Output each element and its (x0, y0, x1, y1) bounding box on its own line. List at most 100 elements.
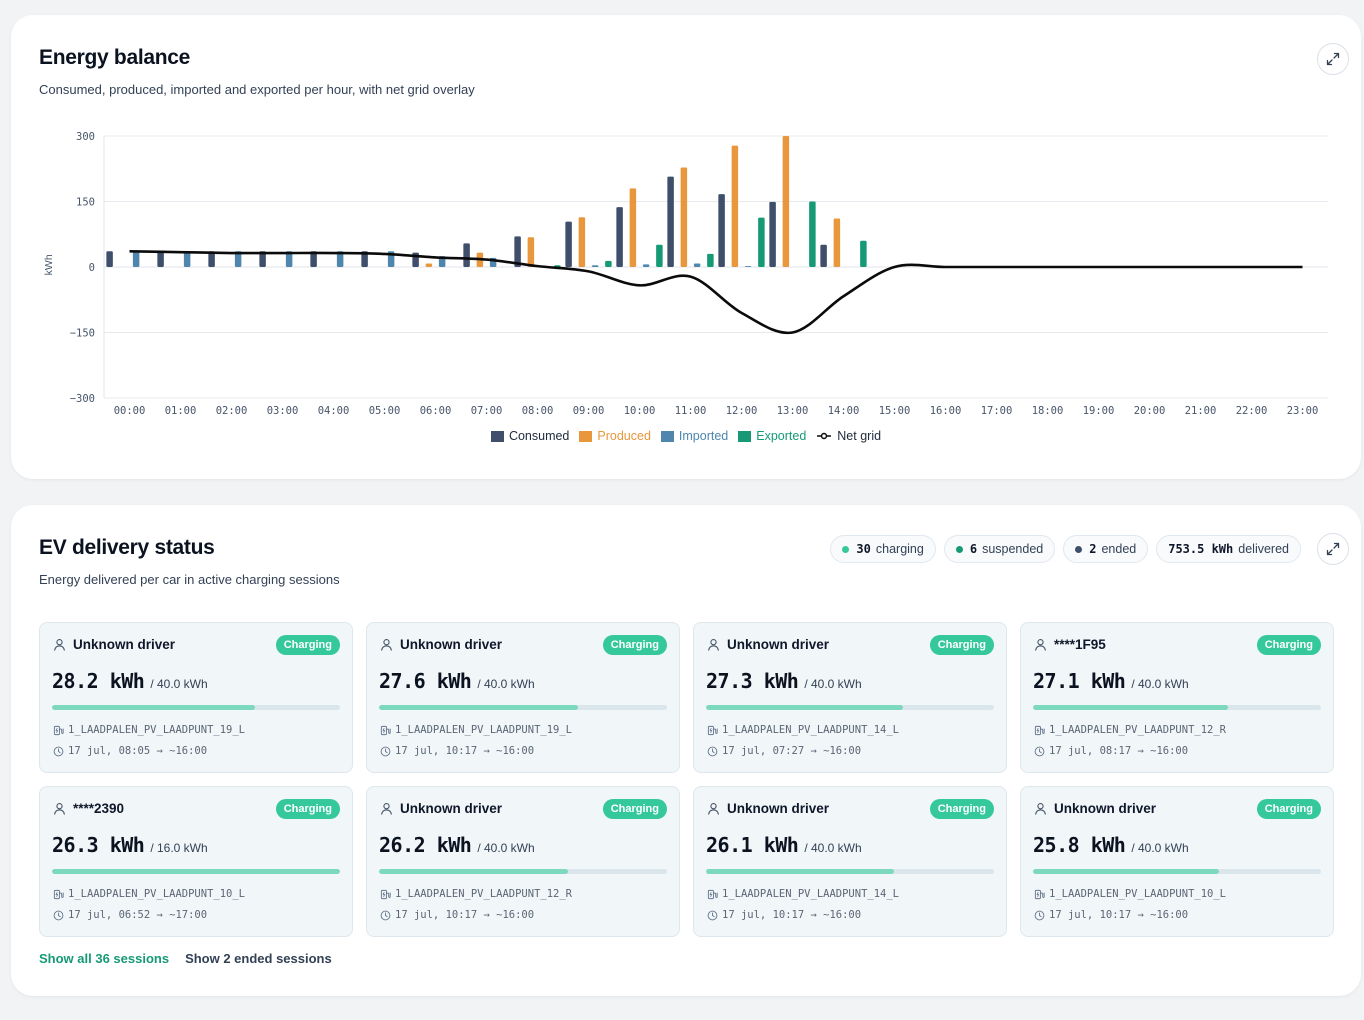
legend-item-imported[interactable]: Imported (660, 429, 728, 443)
session-time-text: 17 jul, 10:17 → ~16:00 (395, 909, 535, 921)
expand-icon (1326, 542, 1340, 556)
y-tick-label: 300 (76, 131, 95, 143)
charger-icon (1034, 889, 1045, 899)
charge-point: 1_LAADPALEN_PV_LAADPUNT_14_L (707, 724, 899, 736)
legend-item-exported[interactable]: Exported (738, 429, 806, 443)
net-grid-line (129, 249, 1303, 335)
bar-consumed (514, 236, 521, 267)
bar-produced (731, 145, 739, 267)
session-card-7[interactable]: Unknown driver Charging 26.1 kWh / 40.0 … (693, 786, 1007, 937)
progress-fill (379, 869, 568, 874)
session-card-6[interactable]: Unknown driver Charging 26.2 kWh / 40.0 … (366, 786, 680, 937)
driver-name: Unknown driver (400, 637, 503, 652)
charge-point: 1_LAADPALEN_PV_LAADPUNT_19_L (380, 724, 572, 736)
status-badge: Charging (275, 799, 340, 819)
charger-icon (707, 725, 718, 735)
legend-item-produced[interactable]: Produced (579, 429, 651, 443)
charge-point-id: 1_LAADPALEN_PV_LAADPUNT_19_L (395, 724, 573, 736)
session-energy: 26.2 kWh / 40.0 kWh (379, 833, 535, 857)
bar-consumed (310, 251, 317, 267)
chart-legend: Consumed Produced Imported Exported Net grid (11, 429, 1361, 443)
session-card-5[interactable]: ****2390 Charging 26.3 kWh / 16.0 kWh 1_… (39, 786, 353, 937)
status-badge: Charging (929, 635, 994, 655)
y-tick-label: −300 (70, 393, 95, 405)
driver-name: Unknown driver (73, 637, 176, 652)
session-time-text: 17 jul, 08:17 → ~16:00 (1049, 745, 1189, 757)
energy-title: Energy balance (39, 46, 191, 69)
status-pills: 30 charging 6 suspended 2 ended 753.5 kWh de… (830, 535, 1301, 563)
show-ended-sessions-link[interactable]: Show 2 ended sessions (185, 951, 332, 966)
legend-swatch (579, 430, 593, 442)
legend-swatch (660, 430, 674, 442)
driver-name: Unknown driver (400, 801, 503, 816)
session-card-3[interactable]: Unknown driver Charging 27.3 kWh / 40.0 … (693, 622, 1007, 773)
charge-point-id: 1_LAADPALEN_PV_LAADPUNT_12_R (1049, 724, 1227, 736)
x-tick-label: 13:00 (777, 405, 809, 417)
legend-item-consumed[interactable]: Consumed (490, 429, 570, 443)
bar-imported (744, 266, 752, 267)
show-all-sessions-link[interactable]: Show all 36 sessions (39, 951, 170, 966)
bar-consumed (616, 207, 623, 267)
session-driver: ****1F95 (1034, 637, 1106, 652)
bar-imported (693, 263, 701, 267)
progress-fill (52, 869, 340, 874)
charge-point: 1_LAADPALEN_PV_LAADPUNT_14_L (707, 888, 899, 900)
charger-icon (53, 725, 64, 735)
charge-point: 1_LAADPALEN_PV_LAADPUNT_19_L (53, 724, 245, 736)
legend-label: Consumed (508, 429, 570, 443)
driver-name: Unknown driver (1054, 801, 1157, 816)
pill-value: 6 (969, 542, 978, 556)
session-driver: Unknown driver (380, 801, 502, 816)
session-card-8[interactable]: Unknown driver Charging 25.8 kWh / 40.0 … (1020, 786, 1334, 937)
bar-produced (527, 237, 535, 267)
session-energy: 27.1 kWh / 40.0 kWh (1033, 669, 1189, 693)
session-time-text: 17 jul, 10:17 → ~16:00 (722, 909, 862, 921)
legend-item-net-grid[interactable]: Net grid (816, 429, 881, 443)
bar-exported (860, 240, 867, 267)
bar-produced (629, 188, 637, 267)
user-icon (1035, 639, 1046, 651)
session-grid: Unknown driver Charging 28.2 kWh / 40.0 … (39, 622, 1334, 937)
charge-point-id: 1_LAADPALEN_PV_LAADPUNT_14_L (722, 724, 900, 736)
pill-ended: 2 ended (1063, 535, 1149, 563)
pill-value: 30 (856, 542, 871, 556)
x-tick-label: 03:00 (267, 405, 299, 417)
session-card-1[interactable]: Unknown driver Charging 28.2 kWh / 40.0 … (39, 622, 353, 773)
bar-exported (605, 260, 612, 267)
bar-consumed (361, 251, 368, 267)
charger-icon (707, 889, 718, 899)
y-tick-label: −150 (70, 328, 95, 340)
bar-consumed (565, 221, 572, 267)
x-tick-label: 14:00 (828, 405, 860, 417)
session-card-2[interactable]: Unknown driver Charging 27.6 kWh / 40.0 … (366, 622, 680, 773)
clock-icon (1034, 746, 1045, 756)
x-tick-label: 01:00 (165, 405, 197, 417)
expand-ev-button[interactable] (1317, 533, 1349, 565)
progress-bar (379, 869, 667, 874)
bar-exported (656, 244, 663, 267)
delivered-kwh: 27.6 kWh (379, 669, 472, 693)
x-tick-label: 15:00 (879, 405, 911, 417)
x-tick-label: 08:00 (522, 405, 554, 417)
pill-label: charging (875, 542, 924, 556)
session-time-text: 17 jul, 07:27 → ~16:00 (722, 745, 862, 757)
pill-label: delivered (1238, 542, 1289, 556)
expand-energy-button[interactable] (1317, 43, 1349, 75)
bar-imported (285, 251, 293, 267)
clock-icon (380, 910, 391, 920)
bar-consumed (259, 251, 266, 267)
charge-point: 1_LAADPALEN_PV_LAADPUNT_10_L (1034, 888, 1226, 900)
charge-point-id: 1_LAADPALEN_PV_LAADPUNT_12_R (395, 888, 573, 900)
session-driver: Unknown driver (707, 637, 829, 652)
status-badge: Charging (602, 799, 667, 819)
x-tick-label: 05:00 (369, 405, 401, 417)
session-time: 17 jul, 06:52 → ~17:00 (53, 909, 207, 921)
charge-point-id: 1_LAADPALEN_PV_LAADPUNT_19_L (68, 724, 246, 736)
session-card-4[interactable]: ****1F95 Charging 27.1 kWh / 40.0 kWh 1_… (1020, 622, 1334, 773)
session-energy: 26.3 kWh / 16.0 kWh (52, 833, 208, 857)
pill-label: ended (1101, 542, 1137, 556)
capacity-kwh: / 40.0 kWh (150, 677, 208, 691)
energy-subtitle: Consumed, produced, imported and exporte… (39, 82, 475, 97)
progress-fill (706, 869, 894, 874)
progress-fill (1033, 869, 1219, 874)
